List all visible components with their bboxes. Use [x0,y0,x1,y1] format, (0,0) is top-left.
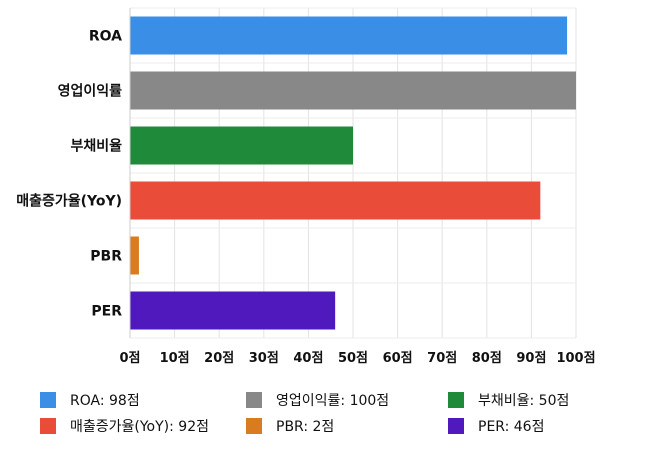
legend-label-roa: ROA: 98점 [70,393,140,409]
category-label: 매출증가율(YoY) [16,193,122,210]
bar-0 [130,16,568,55]
category-label: PBR [90,249,122,265]
bar-5 [130,291,336,330]
x-tick-label: 70점 [427,351,457,366]
legend-swatch-pbr [246,418,262,434]
legend-item-sales-growth: 매출증가율(YoY): 92점 [40,414,209,438]
legend-label-debt-ratio: 부채비율: 50점 [478,393,570,409]
bar-1 [130,71,576,110]
legend-item-roa: ROA: 98점 [40,388,140,412]
legend-label-per: PER: 46점 [478,419,545,435]
legend: ROA: 98점 영업이익률: 100점 부채비율: 50점 매출증가율(YoY… [40,384,640,444]
legend-swatch-roa [40,392,56,408]
legend-swatch-sales-growth [40,418,56,434]
category-label: ROA [89,29,122,45]
legend-item-pbr: PBR: 2점 [246,414,334,438]
bar-3 [130,181,541,220]
category-label: 영업이익률 [58,83,123,100]
legend-item-debt-ratio: 부채비율: 50점 [448,388,569,412]
legend-label-operating-margin: 영업이익률: 100점 [276,393,390,409]
legend-label-pbr: PBR: 2점 [276,419,335,435]
bar-2 [130,126,353,165]
x-tick-label: 50점 [338,351,368,366]
x-tick-label: 20점 [204,351,234,366]
legend-item-operating-margin: 영업이익률: 100점 [246,388,389,412]
x-tick-label: 60점 [383,351,413,366]
bar-4 [130,236,139,275]
x-tick-label: 90점 [516,351,546,366]
legend-item-per: PER: 46점 [448,414,544,438]
legend-swatch-operating-margin [246,392,262,408]
x-tick-label: 0점 [119,351,140,366]
legend-swatch-per [448,418,464,434]
legend-swatch-debt-ratio [448,392,464,408]
x-tick-label: 10점 [160,351,190,366]
x-tick-label: 80점 [472,351,502,366]
category-label: PER [91,304,122,320]
legend-label-sales-growth: 매출증가율(YoY): 92점 [70,419,209,435]
x-tick-label: 30점 [249,351,279,366]
x-tick-label: 40점 [293,351,323,366]
category-label: 부채비율 [70,138,122,155]
x-tick-label: 100점 [556,351,595,366]
